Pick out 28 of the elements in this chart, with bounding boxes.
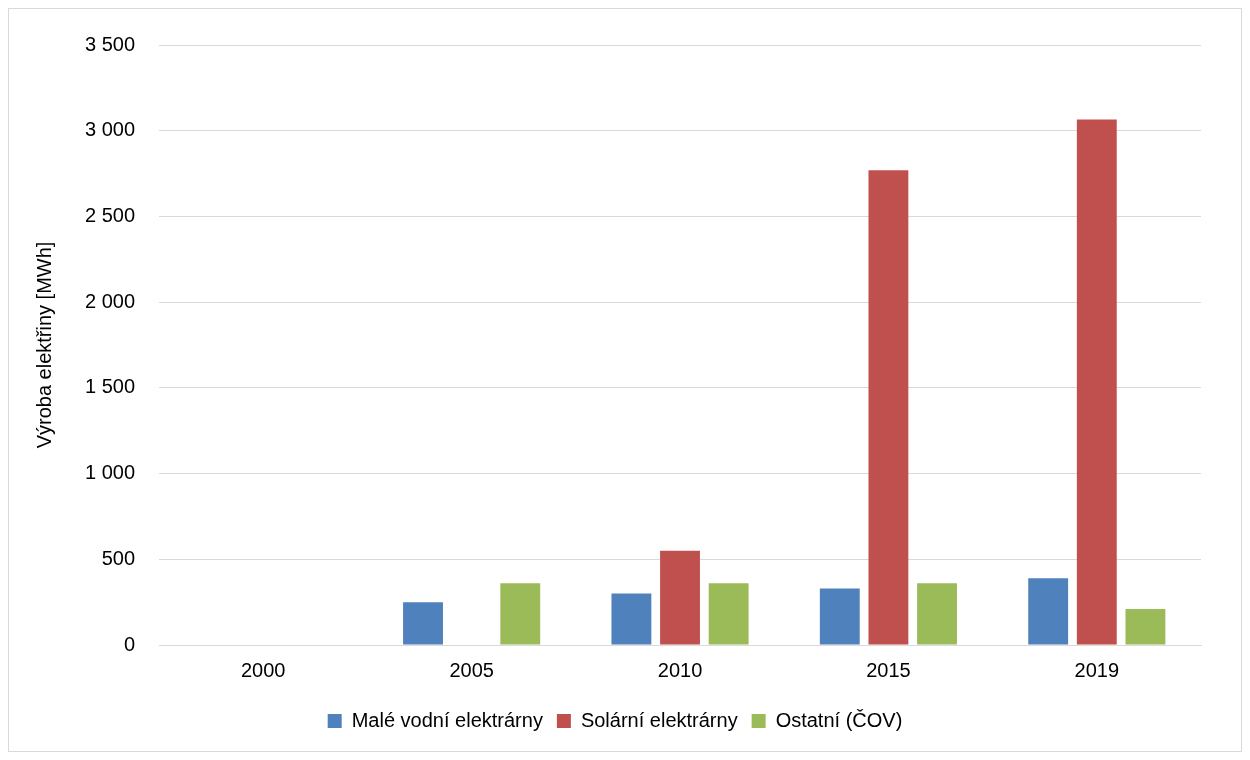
bar <box>660 550 700 645</box>
x-tick-label: 2019 <box>1074 658 1120 681</box>
x-tick-label: 2000 <box>240 658 286 681</box>
bar <box>500 583 541 645</box>
y-tick-label: 500 <box>101 546 136 569</box>
x-tick-label: 2015 <box>866 658 911 681</box>
y-tick-label: 1 000 <box>84 461 136 484</box>
x-tick-label: 2010 <box>657 658 703 681</box>
x-tick-label: 2005 <box>449 658 494 681</box>
legend-label: Malé vodní elektrárny <box>351 708 543 731</box>
legend-label: Ostatní (ČOV) <box>775 708 903 731</box>
y-tick-label: 3 000 <box>84 118 136 141</box>
y-tick-label: 2 000 <box>84 289 136 312</box>
y-tick-label: 2 500 <box>84 203 136 226</box>
bar <box>917 583 957 645</box>
y-axis-title: Výroba elektřiny [MWh] <box>32 241 55 449</box>
bar <box>819 588 860 645</box>
bar <box>1125 609 1166 645</box>
bar <box>1076 119 1117 645</box>
y-tick-label: 1 500 <box>84 375 136 398</box>
y-tick-label: 0 <box>123 632 136 655</box>
bar <box>1028 578 1069 645</box>
legend-label: Solární elektrárny <box>580 708 738 731</box>
bar <box>708 583 749 645</box>
bar <box>611 593 652 645</box>
y-tick-label: 3 500 <box>84 32 136 55</box>
bar <box>868 170 909 645</box>
bar <box>403 602 443 645</box>
